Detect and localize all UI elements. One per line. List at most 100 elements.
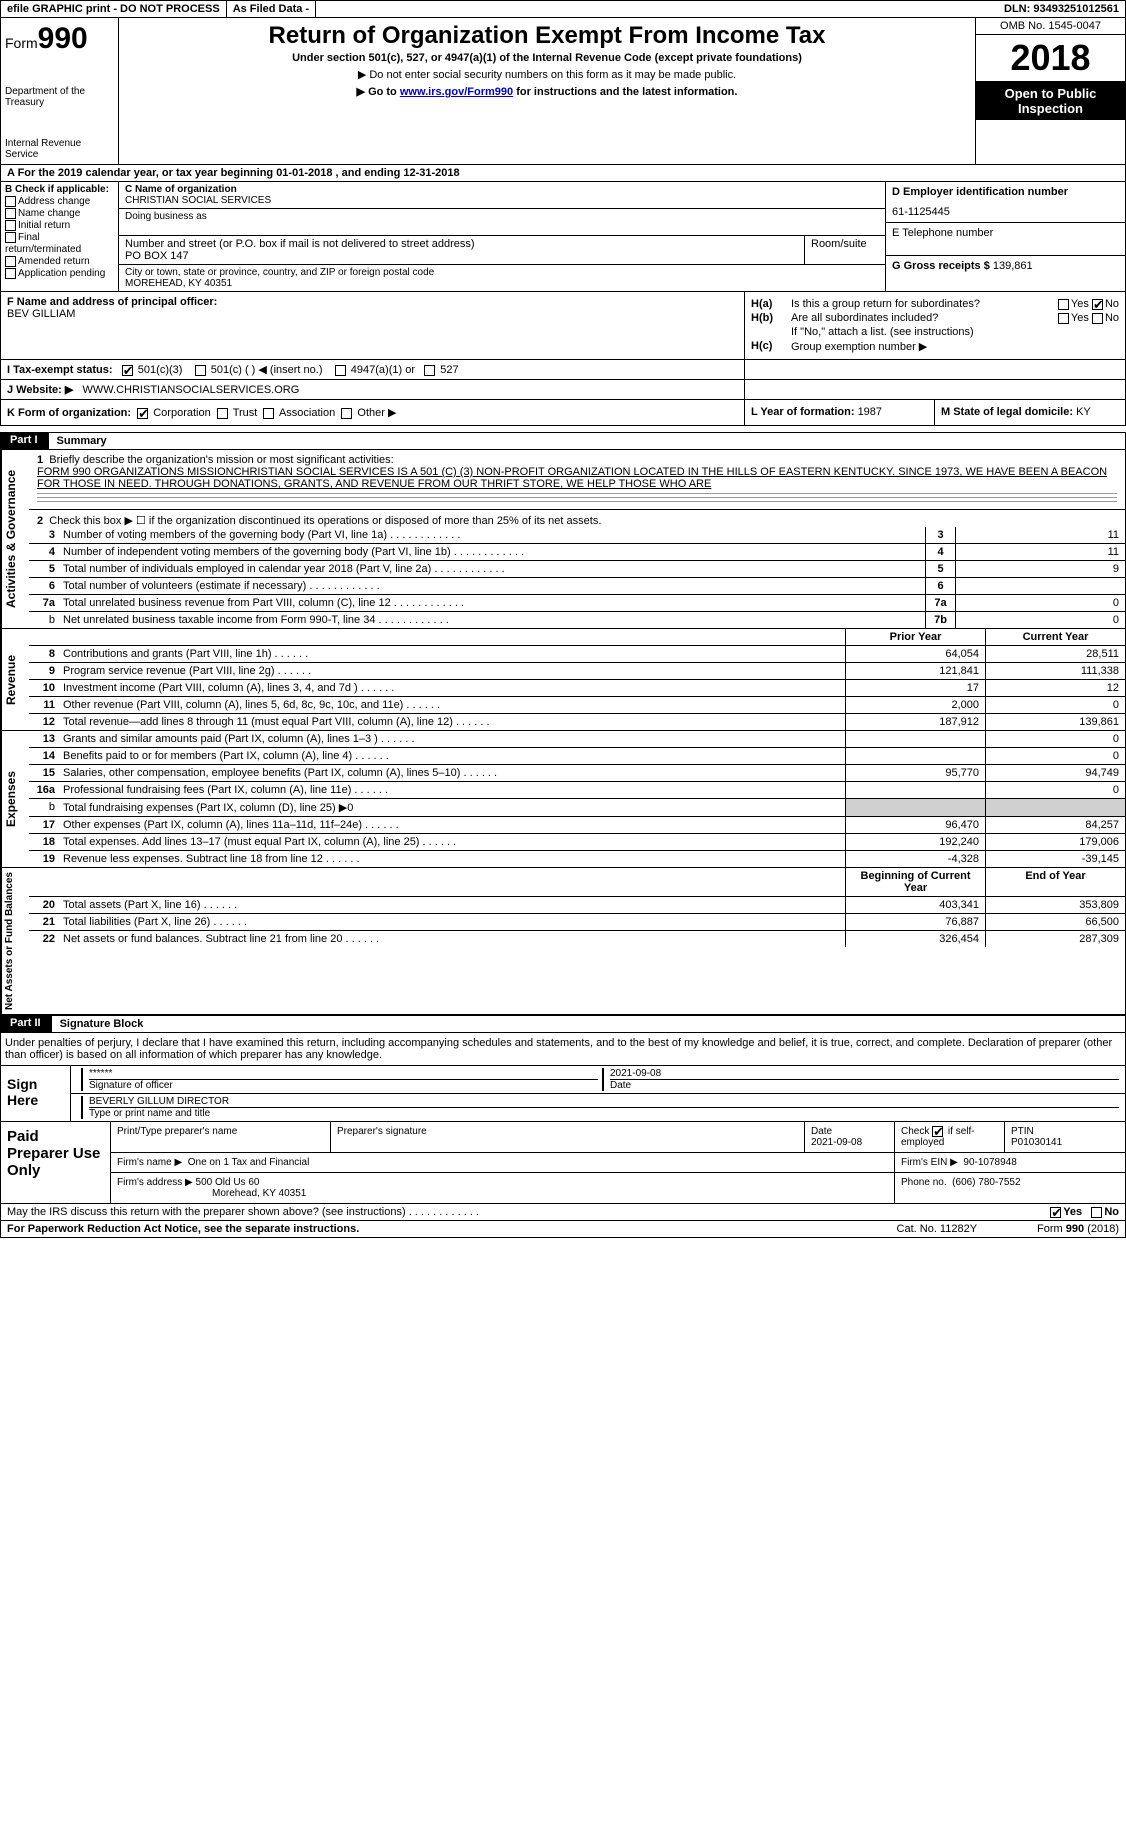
q2-text: Check this box ▶ ☐ if the organization d… (49, 515, 601, 527)
sum-line: 17Other expenses (Part IX, column (A), l… (29, 817, 1125, 834)
year-box: OMB No. 1545-0047 2018 Open to Public In… (975, 18, 1125, 164)
hb-no[interactable] (1092, 313, 1103, 324)
ln-desc: Total expenses. Add lines 13–17 (must eq… (59, 834, 845, 850)
hc-label: H(c) (751, 340, 791, 353)
ln-desc: Net assets or fund balances. Subtract li… (59, 931, 845, 947)
chk-501c3[interactable] (122, 365, 133, 376)
sum-line: 21Total liabilities (Part X, line 26)76,… (29, 914, 1125, 931)
ssn-warning: ▶ Do not enter social security numbers o… (125, 68, 969, 81)
ln-curr: 179,006 (985, 834, 1125, 850)
part2-title: Signature Block (51, 1015, 1126, 1033)
ln-prior: 17 (845, 680, 985, 696)
firm-ein-val: 90-1078948 (963, 1157, 1016, 1168)
prep-h3: Date (811, 1126, 888, 1137)
chk-pending[interactable] (5, 268, 16, 279)
i-row: I Tax-exempt status: 501(c)(3) 501(c) ( … (0, 360, 1126, 380)
irs-link[interactable]: www.irs.gov/Form990 (400, 86, 513, 98)
chk-corp[interactable] (137, 408, 148, 419)
sum-line: 3Number of voting members of the governi… (29, 527, 1125, 544)
ln-desc: Total liabilities (Part X, line 26) (59, 914, 845, 930)
ln-prior: 121,841 (845, 663, 985, 679)
chk-amended[interactable] (5, 256, 16, 267)
sum-line: 7aTotal unrelated business revenue from … (29, 595, 1125, 612)
may-yes[interactable] (1050, 1207, 1061, 1218)
chk-527[interactable] (424, 365, 435, 376)
ln-curr (985, 799, 1125, 816)
chk-self-emp[interactable] (932, 1126, 943, 1137)
prep-h2: Preparer's signature (331, 1122, 805, 1152)
sig-date-val: 2021-09-08 (610, 1068, 1119, 1080)
title-box: Return of Organization Exempt From Incom… (119, 18, 975, 164)
hb-note: If "No," attach a list. (see instruction… (791, 326, 1119, 338)
ln-val (955, 578, 1125, 594)
ln-val: 0 (955, 595, 1125, 611)
chk-501c[interactable] (195, 365, 206, 376)
ln-desc: Total unrelated business revenue from Pa… (59, 595, 925, 611)
may-no[interactable] (1091, 1207, 1102, 1218)
sig-date-label: Date (610, 1080, 1119, 1091)
ln-desc: Contributions and grants (Part VIII, lin… (59, 646, 845, 662)
ha-yes[interactable] (1058, 299, 1069, 310)
ln-desc: Number of independent voting members of … (59, 544, 925, 560)
sum-line: 16aProfessional fundraising fees (Part I… (29, 782, 1125, 799)
ln-num: 16a (29, 782, 59, 798)
hc-text: Group exemption number ▶ (791, 340, 1119, 353)
ln-desc: Program service revenue (Part VIII, line… (59, 663, 845, 679)
part1-num: Part I (0, 432, 48, 450)
ln-num: 18 (29, 834, 59, 850)
part2-header: Part II Signature Block (0, 1015, 1126, 1033)
ln-num: 21 (29, 914, 59, 930)
chk-name[interactable] (5, 208, 16, 219)
sum-line: 10Investment income (Part VIII, column (… (29, 680, 1125, 697)
tax-year: 2018 (976, 35, 1125, 82)
omb-number: OMB No. 1545-0047 (976, 18, 1125, 35)
chk-4947[interactable] (335, 365, 346, 376)
ln-num: 12 (29, 714, 59, 730)
chk-other[interactable] (341, 408, 352, 419)
ln-num: 4 (29, 544, 59, 560)
ln-desc: Total number of individuals employed in … (59, 561, 925, 577)
chk-initial[interactable] (5, 220, 16, 231)
ln-coln: 5 (925, 561, 955, 577)
addr1: 500 Old Us 60 (196, 1177, 260, 1188)
side-rev: Revenue (1, 629, 29, 730)
ln-desc: Grants and similar amounts paid (Part IX… (59, 731, 845, 747)
ln-coln: 3 (925, 527, 955, 543)
ln-desc: Salaries, other compensation, employee b… (59, 765, 845, 781)
ln-curr: 287,309 (985, 931, 1125, 947)
hb-yes[interactable] (1058, 313, 1069, 324)
bcd-block: B Check if applicable: Address change Na… (0, 182, 1126, 292)
f-name: BEV GILLIAM (7, 308, 738, 320)
q1-label: 1 (37, 454, 43, 466)
ln-prior (845, 782, 985, 798)
ln-coln: 7a (925, 595, 955, 611)
sum-gov: Activities & Governance 1 Briefly descri… (0, 450, 1126, 629)
ha-no[interactable] (1092, 299, 1103, 310)
ln-num: 20 (29, 897, 59, 913)
row-a-period: A For the 2019 calendar year, or tax yea… (0, 165, 1126, 182)
prep-h4a: Check (901, 1126, 929, 1137)
ln-curr: 94,749 (985, 765, 1125, 781)
hb-text: Are all subordinates included? (791, 312, 1058, 324)
gross-val: 139,861 (993, 260, 1033, 272)
hb-label: H(b) (751, 312, 791, 324)
l-box: L Year of formation: 1987 (745, 400, 935, 425)
chk-address[interactable] (5, 196, 16, 207)
sig-name-val: BEVERLY GILLUM DIRECTOR (89, 1096, 1119, 1108)
sum-line: 13Grants and similar amounts paid (Part … (29, 731, 1125, 748)
q2-block: 2 Check this box ▶ ☐ if the organization… (29, 510, 1125, 527)
j-row: J Website: ▶ WWW.CHRISTIANSOCIALSERVICES… (0, 380, 1126, 400)
ln-prior (845, 748, 985, 764)
chk-trust[interactable] (217, 408, 228, 419)
chk-assoc[interactable] (263, 408, 274, 419)
q1-text: Briefly describe the organization's miss… (49, 454, 393, 466)
side-net: Net Assets or Fund Balances (1, 868, 29, 1014)
hdr-curr: Current Year (985, 629, 1125, 645)
sum-line: 11Other revenue (Part VIII, column (A), … (29, 697, 1125, 714)
chk-final[interactable] (5, 232, 16, 243)
ln-val: 9 (955, 561, 1125, 577)
ln-coln: 4 (925, 544, 955, 560)
footer-cat: Cat. No. 11282Y (897, 1223, 978, 1235)
prep-h1: Print/Type preparer's name (111, 1122, 331, 1152)
ln-val: 11 (955, 544, 1125, 560)
